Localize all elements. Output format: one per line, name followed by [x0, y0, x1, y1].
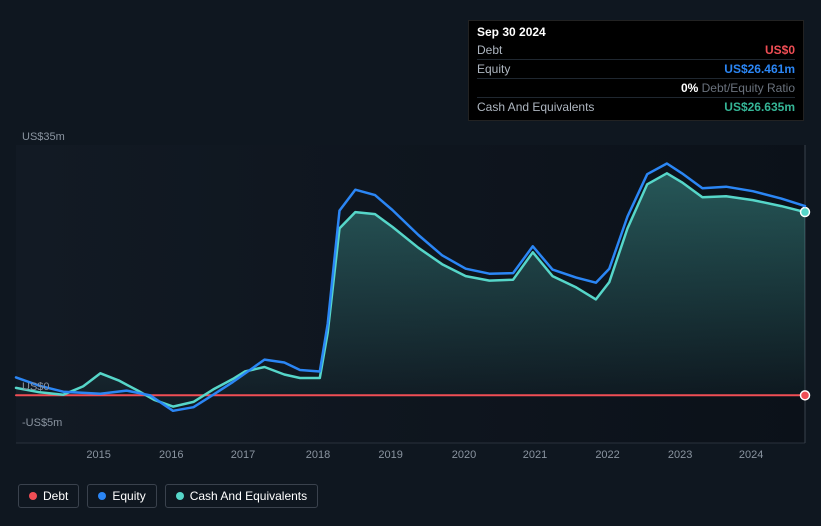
legend: Debt Equity Cash And Equivalents	[18, 484, 318, 508]
chart-container: Sep 30 2024 Debt US$0 Equity US$26.461m0% D…	[0, 0, 821, 526]
x-tick-label: 2023	[668, 449, 692, 461]
tooltip-row-value: US$26.635m	[724, 98, 795, 116]
end-marker-cash	[801, 208, 810, 217]
legend-item-cash[interactable]: Cash And Equivalents	[165, 484, 318, 508]
tooltip-row-label: Cash And Equivalents	[477, 98, 594, 116]
end-marker-debt	[801, 391, 810, 400]
legend-item-debt[interactable]: Debt	[18, 484, 79, 508]
x-tick-label: 2024	[739, 449, 763, 461]
legend-dot-icon	[98, 492, 106, 500]
tooltip-row: Debt US$0	[477, 41, 795, 59]
tooltip-date: Sep 30 2024	[477, 25, 795, 39]
x-tick-label: 2016	[159, 449, 183, 461]
x-tick-label: 2015	[86, 449, 110, 461]
tooltip-row-label: Equity	[477, 60, 510, 78]
x-tick-label: 2022	[595, 449, 619, 461]
tooltip-row: Cash And Equivalents US$26.635m	[477, 97, 795, 116]
legend-item-equity[interactable]: Equity	[87, 484, 156, 508]
x-tick-label: 2018	[306, 449, 330, 461]
y-tick-label: US$35m	[22, 131, 65, 143]
legend-item-label: Debt	[43, 489, 68, 503]
tooltip-row-value: 0% Debt/Equity Ratio	[681, 79, 795, 97]
legend-item-label: Cash And Equivalents	[190, 489, 307, 503]
x-tick-label: 2017	[231, 449, 255, 461]
tooltip-row-label: Debt	[477, 41, 502, 59]
x-tick-label: 2021	[523, 449, 547, 461]
tooltip-row: 0% Debt/Equity Ratio	[477, 78, 795, 97]
x-tick-label: 2019	[378, 449, 402, 461]
y-tick-label: US$0	[22, 381, 50, 393]
y-tick-label: -US$5m	[22, 417, 62, 429]
tooltip-row: Equity US$26.461m	[477, 59, 795, 78]
legend-dot-icon	[29, 492, 37, 500]
tooltip-row-value: US$26.461m	[724, 60, 795, 78]
tooltip: Sep 30 2024 Debt US$0 Equity US$26.461m0% D…	[468, 20, 804, 121]
legend-item-label: Equity	[112, 489, 145, 503]
tooltip-row-value: US$0	[765, 41, 795, 59]
legend-dot-icon	[176, 492, 184, 500]
x-tick-label: 2020	[452, 449, 476, 461]
